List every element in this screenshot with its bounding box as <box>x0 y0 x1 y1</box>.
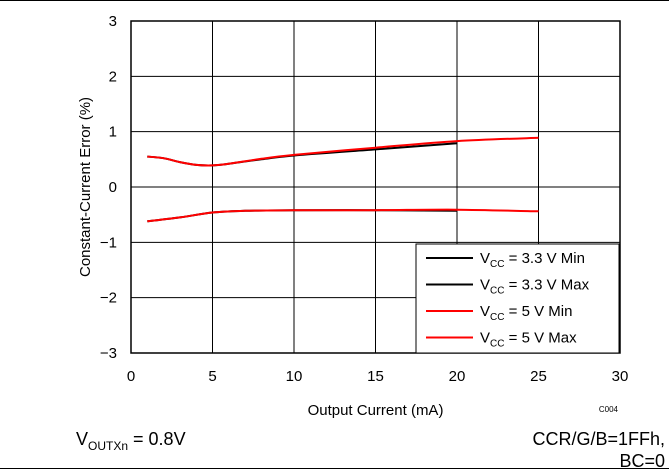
figure-code: C004 <box>599 405 619 414</box>
x-tick-labels: 0 5 10 15 20 25 30 <box>127 368 629 385</box>
y-tick-label: 0 <box>109 179 117 196</box>
y-tick-label: −2 <box>100 290 117 307</box>
y-tick-labels: 3 2 1 0 −1 −2 −3 <box>100 13 117 362</box>
x-tick-label: 30 <box>612 368 629 385</box>
condition-vout-sub: OUTXn <box>88 439 129 453</box>
x-tick-label: 0 <box>127 368 135 385</box>
x-tick-label: 20 <box>449 368 466 385</box>
legend-label-4: VCC = 5 V Max <box>480 330 577 350</box>
condition-vout: VOUTXn = 0.8V <box>76 428 186 457</box>
series-line-3 <box>147 208 539 223</box>
legend-box <box>415 243 620 354</box>
plot-frame <box>130 20 621 354</box>
y-axis-label: Constant-Current Error (%) <box>77 97 94 277</box>
legend-label-1: VCC = 3.3 V Min <box>480 250 585 270</box>
legend-label-2: VCC = 3.3 V Max <box>480 277 590 297</box>
condition-registers-line1: CCR/G/B=1FFh, <box>532 429 665 449</box>
condition-registers: CCR/G/B=1FFh, BC=0 <box>532 428 665 472</box>
condition-vout-main: V <box>76 429 89 449</box>
y-tick-label: −3 <box>100 345 117 362</box>
x-tick-label: 15 <box>367 368 384 385</box>
x-axis-label: Output Current (mA) <box>308 402 444 419</box>
condition-registers-line2: BC=0 <box>619 451 665 471</box>
condition-vout-rest: = 0.8V <box>128 429 186 449</box>
legend: VCC = 3.3 V Min VCC = 3.3 V Max VCC = 5 V … <box>415 243 620 354</box>
series-layer <box>147 136 539 223</box>
legend-label-3: VCC = 5 V Min <box>480 303 572 323</box>
y-tick-label: 2 <box>109 68 117 85</box>
bottom-rule <box>0 468 669 469</box>
y-tick-label: 3 <box>109 13 117 30</box>
x-tick-label: 10 <box>286 368 303 385</box>
series-line-4 <box>147 136 539 167</box>
top-rule <box>0 0 669 1</box>
x-tick-label: 5 <box>208 368 216 385</box>
y-tick-label: 1 <box>109 124 117 141</box>
x-tick-label: 25 <box>530 368 547 385</box>
y-tick-label: −1 <box>100 234 117 251</box>
